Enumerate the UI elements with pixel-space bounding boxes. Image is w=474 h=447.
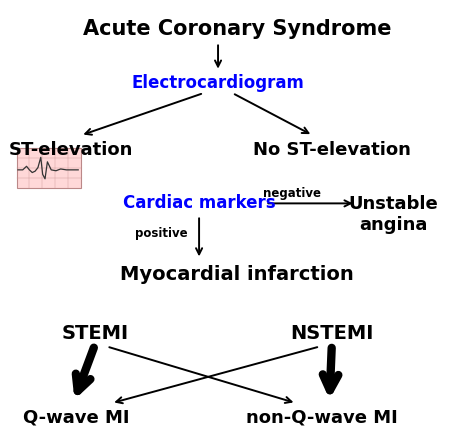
- Text: negative: negative: [263, 187, 320, 200]
- Text: STEMI: STEMI: [61, 324, 128, 342]
- Text: Cardiac markers: Cardiac markers: [123, 194, 275, 212]
- FancyBboxPatch shape: [17, 148, 81, 188]
- Text: Myocardial infarction: Myocardial infarction: [120, 266, 354, 284]
- Text: Q-wave MI: Q-wave MI: [23, 409, 129, 427]
- Text: Acute Coronary Syndrome: Acute Coronary Syndrome: [83, 19, 391, 39]
- Text: non-Q-wave MI: non-Q-wave MI: [246, 409, 398, 427]
- Text: NSTEMI: NSTEMI: [290, 324, 374, 342]
- Text: Electrocardiogram: Electrocardiogram: [132, 74, 304, 92]
- Text: ST-elevation: ST-elevation: [9, 141, 133, 159]
- Text: No ST-elevation: No ST-elevation: [253, 141, 411, 159]
- Text: positive: positive: [135, 227, 188, 240]
- Text: Unstable
angina: Unstable angina: [348, 195, 438, 234]
